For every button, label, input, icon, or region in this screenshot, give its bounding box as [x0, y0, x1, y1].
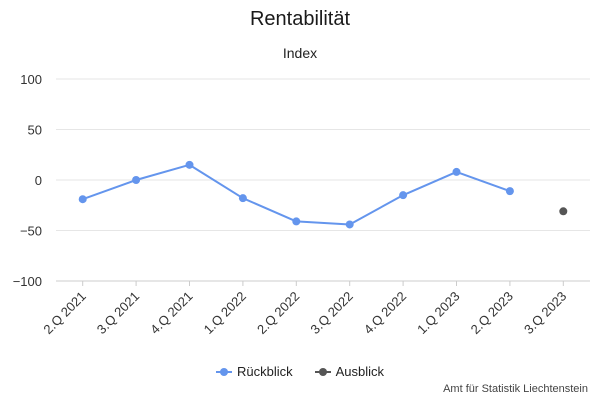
- chart-subtitle: Index: [282, 45, 318, 61]
- grid-lines: [56, 78, 590, 282]
- x-tick-label: 2.Q 2023: [468, 289, 516, 337]
- x-tick-label: 4.Q 2022: [361, 289, 409, 337]
- data-point-rueckblick[interactable]: [345, 220, 354, 229]
- credit-text[interactable]: Amt für Statistik Liechtenstein: [443, 383, 588, 395]
- x-tick-label: 1.Q 2022: [201, 289, 249, 337]
- legend-item-ausblick[interactable]: Ausblick: [314, 364, 385, 379]
- y-axis-ticks: 100 50 0 −50 −100: [13, 72, 42, 289]
- data-point-rueckblick[interactable]: [399, 191, 408, 200]
- series-layer: [78, 160, 568, 229]
- data-point-rueckblick[interactable]: [132, 176, 141, 184]
- data-point-rueckblick[interactable]: [505, 187, 514, 196]
- y-tick-label: −50: [20, 224, 42, 239]
- data-point-rueckblick[interactable]: [292, 217, 301, 226]
- chart-title: Rentabilität: [249, 8, 351, 30]
- legend-label-rueckblick: Rückblick: [236, 364, 293, 379]
- legend-item-rueckblick[interactable]: Rückblick: [215, 364, 293, 379]
- legend-label-ausblick: Ausblick: [335, 364, 385, 379]
- x-tick-label: 2.Q 2021: [40, 289, 88, 337]
- legend: Rückblick Ausblick: [0, 364, 600, 379]
- x-tick-label: 4.Q 2021: [147, 289, 195, 337]
- x-tick-label: 2.Q 2022: [254, 289, 302, 337]
- data-point-rueckblick[interactable]: [185, 160, 194, 169]
- data-point-ausblick[interactable]: [559, 207, 568, 216]
- y-tick-label: 50: [28, 123, 42, 138]
- x-axis-ticks: 2.Q 2021 3.Q 2021 4.Q 2021 1.Q 2022 2.Q 2022…: [40, 281, 569, 337]
- y-tick-label: −100: [13, 274, 42, 289]
- series-line-rueckblick: [81, 163, 511, 226]
- legend-swatch-rueckblick: [215, 367, 232, 376]
- x-tick-label: 3.Q 2022: [307, 289, 355, 337]
- data-point-rueckblick[interactable]: [452, 167, 461, 176]
- y-tick-label: 0: [35, 173, 42, 188]
- x-tick-label: 3.Q 2023: [521, 289, 569, 337]
- data-point-rueckblick[interactable]: [238, 194, 247, 203]
- x-tick-label: 1.Q 2023: [414, 289, 462, 337]
- y-tick-label: 100: [20, 72, 42, 87]
- data-point-rueckblick[interactable]: [78, 195, 87, 204]
- x-tick-label: 3.Q 2021: [94, 289, 142, 337]
- legend-swatch-ausblick: [314, 367, 331, 376]
